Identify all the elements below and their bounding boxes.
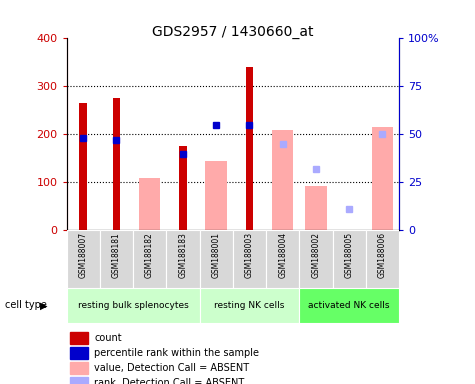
- Bar: [66, 288, 200, 323]
- Text: GDS2957 / 1430660_at: GDS2957 / 1430660_at: [152, 25, 314, 39]
- Bar: [66, 230, 100, 288]
- Bar: [200, 230, 233, 288]
- Bar: [366, 230, 399, 288]
- Text: rank, Detection Call = ABSENT: rank, Detection Call = ABSENT: [95, 378, 245, 384]
- Bar: [246, 67, 253, 230]
- Bar: [305, 186, 327, 230]
- Text: cell type: cell type: [5, 300, 47, 310]
- Text: value, Detection Call = ABSENT: value, Detection Call = ABSENT: [95, 363, 249, 373]
- Bar: [299, 288, 399, 323]
- Text: GSM188183: GSM188183: [179, 232, 187, 278]
- Bar: [233, 230, 266, 288]
- Bar: [133, 230, 166, 288]
- Bar: [166, 230, 200, 288]
- Bar: [139, 177, 161, 230]
- Bar: [70, 377, 88, 384]
- Text: GSM188004: GSM188004: [278, 232, 287, 278]
- Text: percentile rank within the sample: percentile rank within the sample: [95, 348, 259, 358]
- Text: GSM188007: GSM188007: [79, 232, 87, 278]
- Text: count: count: [95, 333, 122, 343]
- Bar: [79, 103, 87, 230]
- Text: GSM188003: GSM188003: [245, 232, 254, 278]
- Bar: [100, 230, 133, 288]
- Bar: [266, 230, 299, 288]
- Text: GSM188005: GSM188005: [345, 232, 353, 278]
- Text: GSM188182: GSM188182: [145, 232, 154, 278]
- Bar: [200, 288, 299, 323]
- Bar: [113, 98, 120, 230]
- Text: ▶: ▶: [40, 300, 48, 310]
- Text: GSM188006: GSM188006: [378, 232, 387, 278]
- Bar: [332, 230, 366, 288]
- Bar: [70, 347, 88, 359]
- Bar: [70, 332, 88, 344]
- Bar: [371, 127, 393, 230]
- Text: GSM188181: GSM188181: [112, 232, 121, 278]
- Bar: [272, 129, 294, 230]
- Text: resting bulk splenocytes: resting bulk splenocytes: [77, 301, 189, 310]
- Bar: [299, 230, 332, 288]
- Text: GSM188001: GSM188001: [212, 232, 220, 278]
- Bar: [70, 362, 88, 374]
- Bar: [179, 146, 187, 230]
- Bar: [205, 161, 227, 230]
- Text: activated NK cells: activated NK cells: [308, 301, 390, 310]
- Text: GSM188002: GSM188002: [312, 232, 320, 278]
- Text: resting NK cells: resting NK cells: [214, 301, 285, 310]
